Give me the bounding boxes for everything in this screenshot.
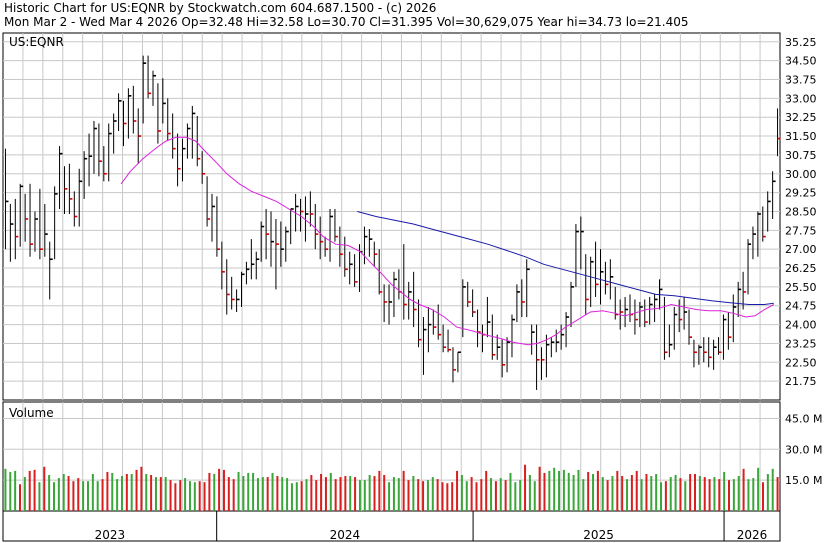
price-tick-label: 32.25 bbox=[785, 111, 817, 124]
price-tick-label: 29.25 bbox=[785, 187, 817, 200]
volume-title: Volume bbox=[9, 406, 54, 420]
chart-stats: Mon Mar 2 - Wed Mar 4 2026 Op=32.48 Hi=3… bbox=[4, 15, 689, 29]
price-tick-label: 24.00 bbox=[785, 319, 817, 332]
price-tick-label: 23.25 bbox=[785, 337, 817, 350]
year-label: 2026 bbox=[737, 528, 768, 542]
date-axis-panel bbox=[2, 510, 781, 542]
price-tick-label: 33.75 bbox=[785, 74, 817, 87]
price-tick-label: 30.75 bbox=[785, 149, 817, 162]
price-tick-label: 21.75 bbox=[785, 375, 817, 388]
volume-tick-label: 30.0 M bbox=[785, 443, 822, 456]
price-tick-label: 33.00 bbox=[785, 92, 817, 105]
price-tick-label: 34.50 bbox=[785, 55, 817, 68]
moving-average-long-line bbox=[357, 211, 774, 305]
price-tick-label: 30.00 bbox=[785, 168, 817, 181]
volume-tick-label: 45.0 M bbox=[785, 412, 822, 425]
chart-title: Historic Chart for US:EQNR by Stockwatch… bbox=[4, 1, 437, 15]
symbol-label: US:EQNR bbox=[9, 35, 64, 49]
price-tick-label: 27.75 bbox=[785, 224, 817, 237]
price-tick-label: 25.50 bbox=[785, 281, 817, 294]
year-label: 2024 bbox=[330, 528, 361, 542]
volume-tick-label: 15.0 M bbox=[785, 474, 822, 487]
price-tick-label: 22.50 bbox=[785, 356, 817, 369]
price-tick-label: 26.25 bbox=[785, 262, 817, 275]
price-tick-label: 35.25 bbox=[785, 36, 817, 49]
year-label: 2025 bbox=[583, 528, 614, 542]
price-tick-label: 27.00 bbox=[785, 243, 817, 256]
price-tick-label: 28.50 bbox=[785, 205, 817, 218]
price-tick-label: 24.75 bbox=[785, 300, 817, 313]
moving-average-short-line bbox=[120, 136, 775, 346]
year-label: 2023 bbox=[95, 528, 126, 542]
price-panel bbox=[2, 32, 781, 401]
price-tick-label: 31.50 bbox=[785, 130, 817, 143]
